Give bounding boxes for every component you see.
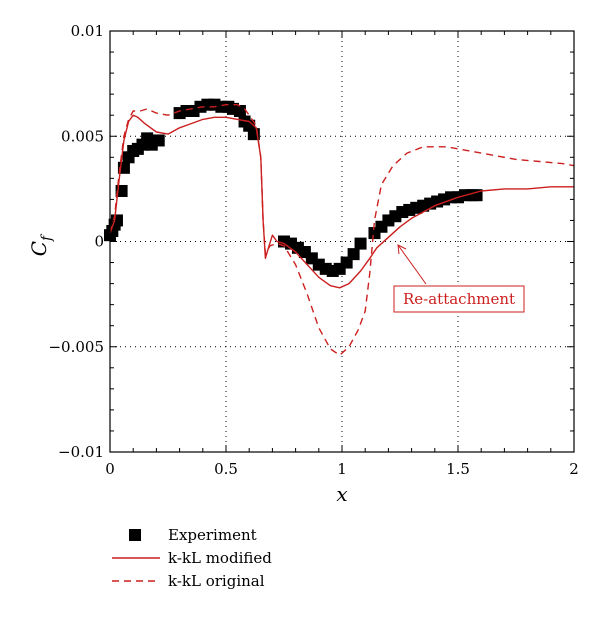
x-tick-label: 1: [337, 460, 347, 478]
y-axis-label: Cf: [27, 233, 55, 256]
y-tick-label: 0.01: [71, 22, 104, 40]
legend: Experiment k-kL modified k-kL original: [112, 526, 272, 590]
y-axis-label-sub: f: [39, 233, 55, 242]
x-axis-label: x: [336, 482, 347, 506]
y-tick-labels: −0.01 −0.005 0 0.005 0.01: [48, 22, 104, 461]
legend-label: k-kL original: [168, 572, 265, 590]
legend-label: Experiment: [168, 526, 257, 544]
x-tick-label: 0: [105, 460, 115, 478]
series-kkl-original-line: [109, 104, 575, 356]
svg-text:Cf: Cf: [27, 233, 55, 256]
experiment-point: [152, 134, 165, 147]
annotation-arrow: [397, 244, 427, 285]
x-tick-label: 0.5: [214, 460, 238, 478]
axis-ticks: [109, 30, 575, 453]
legend-marker-experiment: [129, 529, 141, 541]
y-tick-label: 0.005: [61, 127, 104, 145]
experiment-point: [233, 104, 246, 117]
annotation-text: Re-attachment: [403, 290, 515, 308]
experiment-point: [347, 248, 360, 261]
y-axis-label-main: C: [27, 241, 51, 256]
grid-lines: [110, 31, 574, 452]
y-tick-label: −0.01: [58, 443, 104, 461]
x-tick-label: 1.5: [446, 460, 470, 478]
series-experiment: [104, 98, 483, 277]
x-tick-label: 2: [569, 460, 579, 478]
experiment-point: [354, 237, 367, 250]
y-tick-label: 0: [94, 233, 104, 251]
annotation-box: [393, 285, 525, 313]
series-kkl-modified-line: [109, 114, 574, 289]
y-tick-label: −0.005: [48, 338, 104, 356]
annotation-reattachment: Re-attachment: [393, 244, 525, 313]
experiment-point: [470, 189, 483, 202]
series-layer: [104, 98, 575, 356]
legend-label: k-kL modified: [168, 549, 272, 567]
annotation-arrowhead: [397, 244, 407, 255]
x-tick-labels: 0 0.5 1 1.5 2: [105, 460, 579, 478]
